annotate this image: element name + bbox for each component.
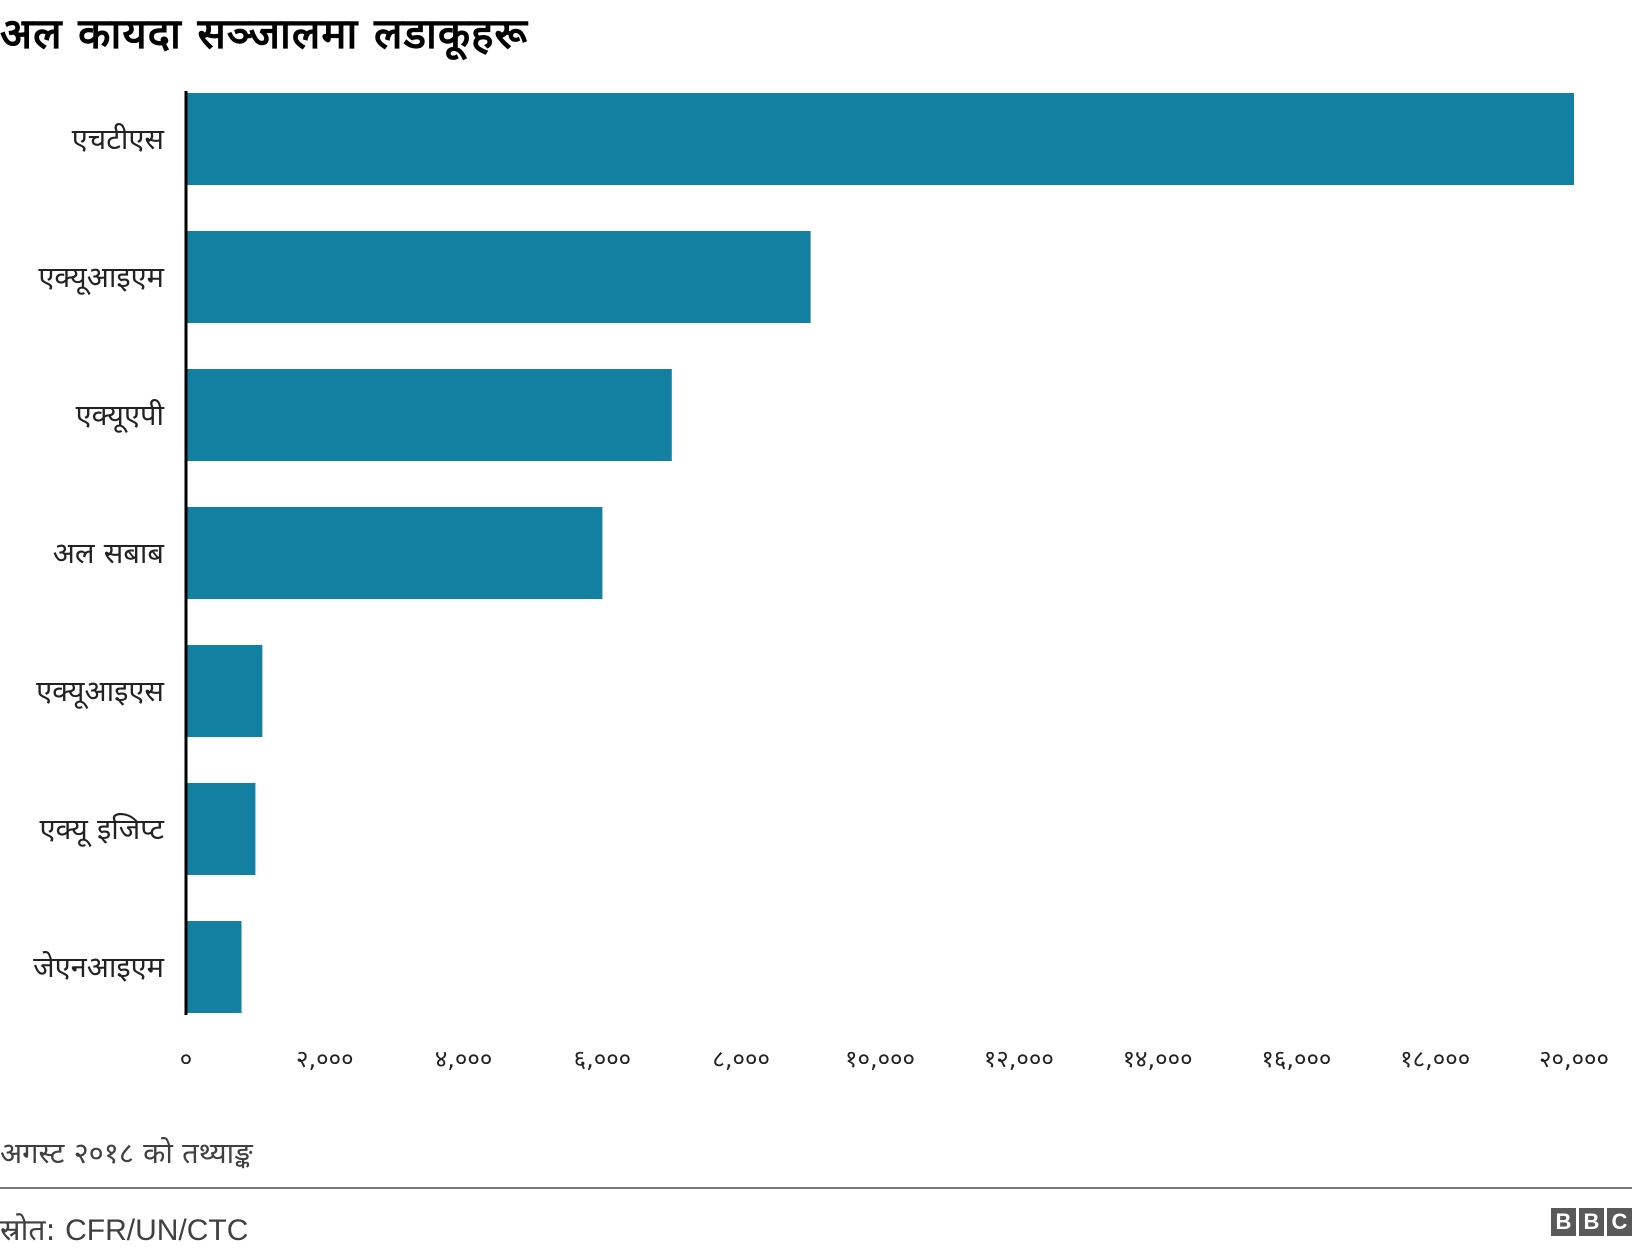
bar <box>186 645 263 737</box>
logo-letter: B <box>1551 1208 1576 1236</box>
x-tick-label: ० <box>180 1045 192 1073</box>
bar <box>186 93 1574 185</box>
footnote: अगस्ट २०१८ को तथ्याङ्क <box>0 1136 253 1170</box>
bars-group <box>186 93 1574 1013</box>
bar <box>186 921 242 1013</box>
x-tick-label: ८,००० <box>712 1045 770 1073</box>
category-label: अल सबाब <box>53 536 165 570</box>
category-labels-group: एचटीएस एक्यूआइएम एक्यूएपी अल सबाब एक्यूआइएस ए… <box>33 122 165 984</box>
bar-chart: एचटीएस एक्यूआइएम एक्यूएपी अल सबाब एक्यूआइएस ए… <box>33 91 1609 1073</box>
bar <box>186 507 603 599</box>
x-tick-label: २,००० <box>296 1045 354 1073</box>
x-tick-label: ६,००० <box>574 1045 632 1073</box>
source-label: स्रोत: <box>0 1213 56 1248</box>
category-label: जेएनआइएम <box>33 950 165 984</box>
bar <box>186 231 811 323</box>
logo-letter: C <box>1607 1208 1632 1236</box>
x-tick-label: २०,००० <box>1539 1045 1609 1073</box>
source-text: CFR/UN/CTC <box>65 1214 249 1247</box>
logo-letter: B <box>1579 1208 1604 1236</box>
category-label: एचटीएस <box>72 122 166 156</box>
category-label: एक्यू इजिप्ट <box>39 812 165 847</box>
x-tick-labels-group: ० २,००० ४,००० ६,००० ८,००० १०,००० १२,००० १४,००० १… <box>180 1045 1609 1073</box>
x-tick-label: १२,००० <box>984 1045 1054 1073</box>
chart-title: अल कायदा सञ्जालमा लडाकूहरू <box>0 9 529 58</box>
x-tick-label: १४,००० <box>1123 1045 1193 1073</box>
source-note: स्रोत: CFR/UN/CTC <box>0 1208 248 1249</box>
bbc-logo: B B C <box>1551 1208 1632 1236</box>
category-label: एक्यूआइएम <box>38 260 164 295</box>
bar <box>186 369 672 461</box>
category-label: एक्यूएपी <box>76 398 165 433</box>
footer-divider <box>0 1187 1632 1189</box>
category-label: एक्यूआइएस <box>36 674 165 709</box>
x-tick-label: ४,००० <box>435 1045 493 1073</box>
x-tick-label: १०,००० <box>845 1045 915 1073</box>
x-tick-label: १८,००० <box>1400 1045 1470 1073</box>
bar <box>186 783 256 875</box>
x-tick-label: १६,००० <box>1261 1045 1331 1073</box>
